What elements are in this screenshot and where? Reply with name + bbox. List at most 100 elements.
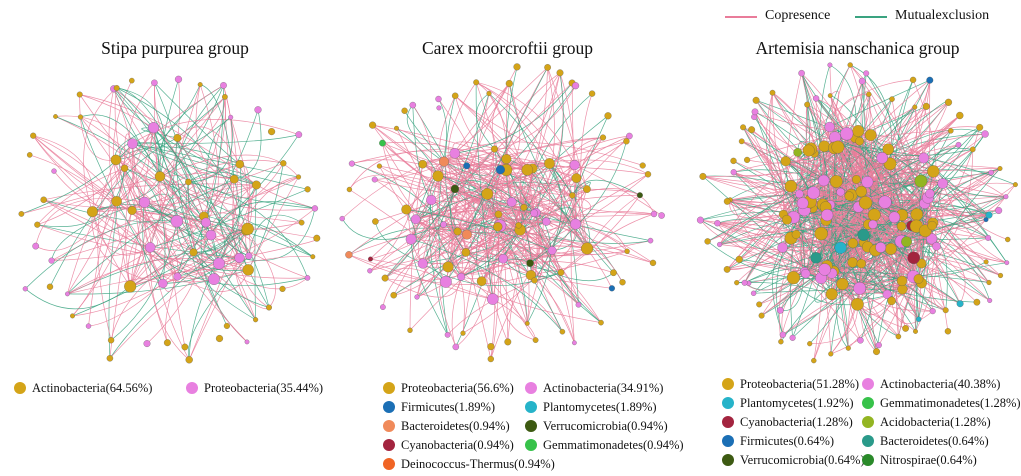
node	[205, 229, 217, 241]
edge	[535, 212, 602, 323]
edge	[476, 81, 576, 225]
edge	[25, 286, 131, 310]
node	[432, 170, 444, 182]
legend-dot	[722, 416, 734, 428]
node	[476, 276, 487, 287]
edge	[116, 87, 249, 271]
node	[129, 77, 135, 84]
node	[457, 272, 466, 281]
node	[650, 210, 658, 218]
node	[495, 165, 505, 175]
node	[927, 165, 940, 178]
edge	[43, 199, 177, 223]
edge	[21, 143, 133, 215]
node	[588, 90, 596, 97]
edge	[918, 168, 1001, 280]
node	[124, 280, 137, 293]
edge	[882, 128, 986, 159]
legend-label: Verrucomicrobia(0.94%)	[543, 419, 668, 433]
edge	[382, 143, 467, 253]
edge	[729, 199, 784, 219]
node	[852, 175, 861, 184]
node	[173, 272, 182, 281]
edge	[891, 184, 1016, 302]
edge	[893, 79, 914, 218]
node	[864, 129, 877, 141]
node	[494, 210, 503, 219]
edge	[830, 95, 891, 164]
node	[925, 188, 935, 199]
edges	[700, 64, 1016, 361]
node	[461, 229, 472, 240]
edge	[746, 137, 836, 161]
edge	[92, 211, 151, 256]
node	[610, 269, 617, 277]
node	[847, 62, 853, 68]
edge	[153, 127, 186, 348]
legend-dot	[862, 378, 874, 390]
edge	[454, 153, 536, 341]
legend-dot	[722, 454, 734, 466]
node	[154, 171, 166, 182]
edge	[187, 255, 250, 360]
edge	[571, 179, 641, 196]
edge	[782, 263, 922, 335]
edge	[159, 176, 308, 279]
edge	[572, 195, 592, 225]
node	[569, 159, 580, 171]
node	[777, 242, 788, 253]
node	[734, 280, 740, 286]
node	[251, 180, 261, 190]
legend-carex: Proteobacteria(56.6%) Actinobacteria(34.…	[383, 380, 684, 476]
edge	[132, 134, 299, 145]
edge	[457, 82, 573, 232]
edge	[476, 81, 576, 166]
edge	[422, 83, 510, 165]
edge	[719, 202, 866, 245]
node	[836, 187, 845, 197]
node	[53, 114, 58, 119]
edge	[83, 87, 117, 212]
node	[644, 171, 652, 178]
edge	[409, 164, 424, 331]
node	[730, 169, 737, 176]
node	[487, 343, 495, 351]
node	[997, 166, 1003, 171]
node	[878, 195, 892, 209]
edge	[384, 188, 456, 279]
legend-label: Firmicutes(1.89%)	[401, 400, 496, 414]
node	[844, 191, 854, 201]
node	[976, 123, 984, 131]
node	[405, 233, 417, 245]
node	[531, 277, 538, 284]
edge	[115, 146, 240, 165]
edge	[88, 143, 133, 327]
node	[810, 252, 822, 264]
edge	[466, 165, 655, 215]
node	[544, 64, 551, 71]
legend-label: Actinobacteria(40.38%)	[880, 377, 1001, 391]
node	[463, 162, 471, 170]
node	[847, 257, 858, 268]
edge	[159, 79, 179, 177]
edge-legend: Copresence Mutualexclusion	[725, 8, 1015, 26]
edge	[144, 202, 220, 264]
node	[948, 128, 954, 134]
edge	[67, 168, 125, 295]
node	[793, 148, 803, 157]
edge	[726, 193, 800, 209]
edge	[188, 184, 257, 360]
edge	[834, 143, 849, 349]
node	[394, 125, 399, 131]
node	[944, 98, 953, 106]
node	[758, 312, 765, 319]
edge	[129, 79, 181, 287]
node	[30, 132, 37, 139]
node	[18, 211, 25, 217]
edge	[129, 127, 154, 287]
edge	[426, 224, 447, 283]
node	[526, 259, 534, 267]
node	[857, 228, 870, 241]
mutualexclusion-label: Mutualexclusion	[895, 8, 990, 23]
edge	[483, 214, 504, 260]
